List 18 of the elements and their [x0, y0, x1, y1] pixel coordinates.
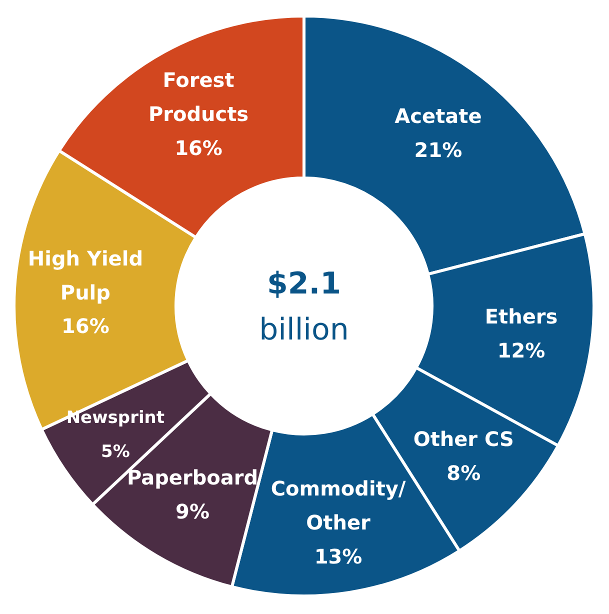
data-label: 16% — [174, 136, 222, 160]
data-label: 12% — [497, 338, 546, 362]
data-label: 9% — [176, 500, 210, 524]
data-label: 8% — [446, 460, 481, 485]
slice-label: Commodity/Other — [270, 476, 406, 534]
data-label: 16% — [61, 314, 110, 338]
slice-label: Paperboard — [126, 466, 258, 490]
slice-label: Other CS — [413, 426, 514, 451]
slice-label: Forest Products — [148, 68, 249, 126]
text: $2.1 — [266, 266, 342, 302]
text: billion — [259, 312, 349, 348]
data-label: 5% — [100, 442, 130, 462]
slice-label: Newsprint — [66, 408, 165, 428]
slice-label: Ethers — [484, 304, 558, 328]
slice-label: High Yield Pulp — [28, 246, 144, 304]
data-label: 21% — [414, 138, 462, 162]
data-label: 13% — [314, 544, 362, 568]
slice-label: Acetate — [394, 104, 482, 128]
